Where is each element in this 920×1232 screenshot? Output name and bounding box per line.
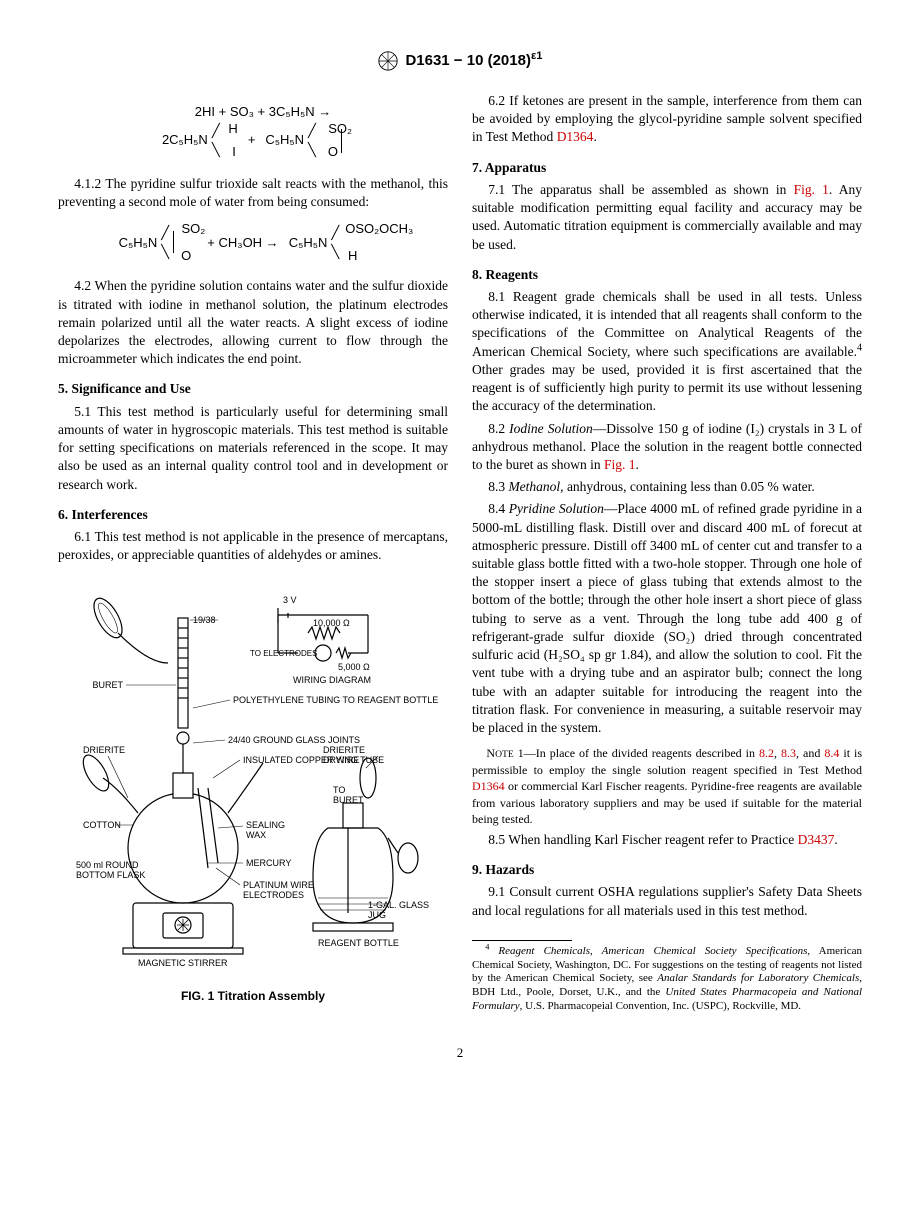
svg-text:COTTON: COTTON — [83, 820, 121, 830]
heading-5: 5. Significance and Use — [58, 380, 448, 398]
svg-text:5,000 Ω: 5,000 Ω — [338, 662, 370, 672]
para-8-5: 8.5 When handling Karl Fischer reagent r… — [472, 831, 862, 849]
svg-text:SEALINGWAX: SEALINGWAX — [246, 820, 285, 840]
para-6-1: 6.1 This test method is not applicable i… — [58, 528, 448, 564]
para-5-1: 5.1 This test method is particularly use… — [58, 403, 448, 494]
figure-1-caption: FIG. 1 Titration Assembly — [58, 988, 448, 1004]
svg-text:WIRING DIAGRAM: WIRING DIAGRAM — [293, 675, 371, 685]
heading-6: 6. Interferences — [58, 506, 448, 524]
note-1: NOTE 1—NOTE 1—In place of the divided re… — [472, 745, 862, 827]
equation-2: C₅H₅N SO₂ ╱ ╲ O + CH₃OH → C₅H₅N OSO₂OCH₃… — [58, 223, 448, 263]
svg-text:TO ELECTRODES: TO ELECTRODES — [250, 649, 317, 658]
svg-text:PLATINUM WIREELECTRODES: PLATINUM WIREELECTRODES — [243, 880, 314, 900]
svg-text:10,000 Ω: 10,000 Ω — [313, 618, 350, 628]
svg-text:DRIERITEDRYING TUBE: DRIERITEDRYING TUBE — [323, 745, 384, 765]
ref-d3437: D3437 — [798, 832, 835, 847]
svg-text:3 V: 3 V — [283, 595, 297, 605]
astm-logo — [377, 50, 399, 72]
heading-7: 7. Apparatus — [472, 159, 862, 177]
para-4-1-2: 4.1.2 The pyridine sulfur trioxide salt … — [58, 175, 448, 211]
para-8-3: 8.3 Methanol, anhydrous, containing less… — [472, 478, 862, 496]
footnote-4: 4 Reagent Chemicals, American Chemical S… — [472, 945, 862, 1014]
designation-text: D1631 − 10 (2018)ε1 — [405, 51, 542, 71]
para-4-2: 4.2 When the pyridine solution contains … — [58, 277, 448, 368]
para-6-2: 6.2 If ketones are present in the sample… — [472, 92, 862, 147]
svg-text:TOBURET: TOBURET — [333, 785, 364, 805]
ref-fig1: Fig. 1 — [794, 182, 829, 197]
ref-fig1-b: Fig. 1 — [604, 457, 636, 472]
para-8-1: 8.1 Reagent grade chemicals shall be use… — [472, 288, 862, 416]
para-8-2: 8.2 Iodine Solution—Dissolve 150 g of io… — [472, 420, 862, 475]
para-9-1: 9.1 Consult current OSHA regulations sup… — [472, 883, 862, 919]
svg-text:500 ml ROUNDBOTTOM FLASK: 500 ml ROUNDBOTTOM FLASK — [76, 860, 145, 880]
svg-text:24/40 GROUND GLASS JOINTS: 24/40 GROUND GLASS JOINTS — [228, 735, 360, 745]
equation-1: 2HI + SO₃ + 3C₅H₅N → 2C₅H₅N H ╱ ╲ I + C₅… — [58, 104, 448, 161]
footnote-rule — [472, 940, 572, 941]
heading-9: 9. Hazards — [472, 861, 862, 879]
svg-text:MAGNETIC STIRRER: MAGNETIC STIRRER — [138, 958, 228, 968]
page-number: 2 — [58, 1044, 862, 1062]
heading-8: 8. Reagents — [472, 266, 862, 284]
svg-text:1-GAL. GLASSJUG: 1-GAL. GLASSJUG — [368, 900, 429, 920]
svg-text:REAGENT BOTTLE: REAGENT BOTTLE — [318, 938, 399, 948]
figure-1: 19/38 BURET 3 V 10,000 Ω TO ELECTRODES 5… — [58, 578, 448, 1003]
para-8-4: 8.4 Pyridine Solution—Place 4000 mL of r… — [472, 500, 862, 737]
document-header: D1631 − 10 (2018)ε1 — [58, 50, 862, 72]
svg-text:BURET: BURET — [92, 680, 123, 690]
ref-d1364: D1364 — [557, 129, 594, 144]
svg-text:MERCURY: MERCURY — [246, 858, 291, 868]
svg-text:POLYETHYLENE TUBING TO REAGENT: POLYETHYLENE TUBING TO REAGENT BOTTLE — [233, 695, 438, 705]
svg-text:DRIERITE: DRIERITE — [83, 745, 125, 755]
para-7-1: 7.1 The apparatus shall be assembled as … — [472, 181, 862, 254]
